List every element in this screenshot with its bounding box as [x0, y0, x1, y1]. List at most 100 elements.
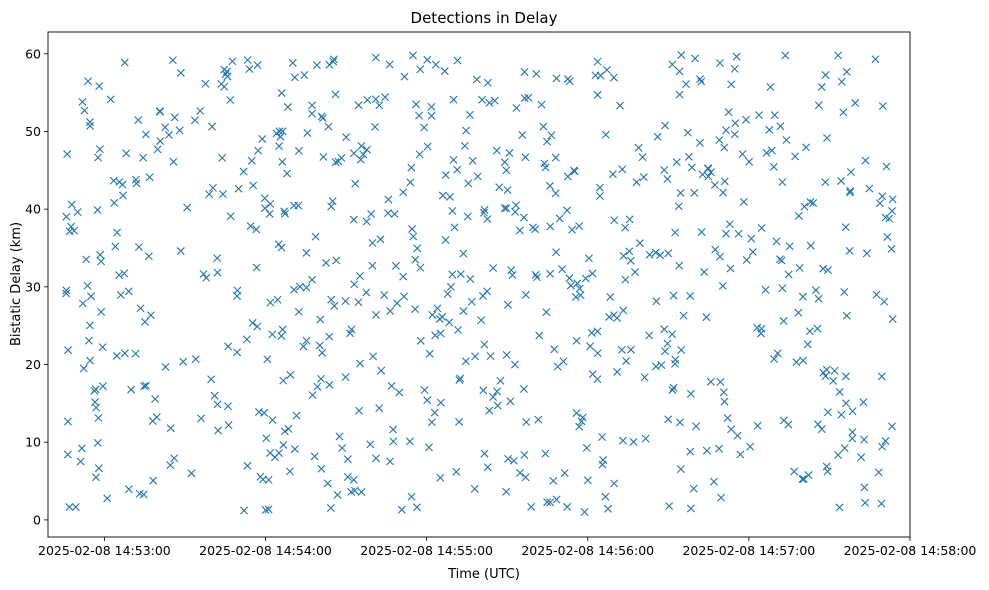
- detection-point: [191, 355, 200, 364]
- detection-point: [256, 472, 265, 481]
- detection-point: [668, 330, 677, 339]
- y-axis-label: Bistatic Delay (km): [9, 222, 24, 346]
- detection-point: [327, 202, 336, 211]
- detection-point: [706, 377, 715, 386]
- detection-point: [337, 153, 346, 162]
- detection-point: [671, 228, 680, 237]
- detection-point: [521, 153, 530, 162]
- detection-point: [118, 180, 127, 189]
- detection-point: [455, 375, 464, 384]
- detection-point: [692, 422, 701, 431]
- detection-point: [515, 226, 524, 235]
- detection-point: [547, 131, 556, 140]
- detection-point: [664, 415, 673, 424]
- detection-point: [745, 157, 754, 166]
- detection-point: [385, 60, 394, 69]
- detection-point: [496, 376, 505, 385]
- detection-point: [848, 428, 857, 437]
- detection-point: [690, 188, 699, 197]
- detection-point: [375, 101, 384, 110]
- detection-point: [116, 290, 125, 299]
- detection-point: [586, 342, 595, 351]
- detection-point: [387, 381, 396, 390]
- detection-point: [610, 216, 619, 225]
- detection-point: [423, 142, 432, 151]
- detection-point: [461, 357, 470, 366]
- detection-point: [486, 352, 495, 361]
- detection-point: [329, 57, 338, 66]
- detection-point: [96, 250, 105, 259]
- detection-point: [266, 298, 275, 307]
- detection-point: [62, 289, 71, 298]
- detection-point: [233, 286, 242, 295]
- detection-point: [639, 173, 648, 182]
- detection-point: [502, 487, 511, 496]
- detection-point: [245, 65, 254, 74]
- detection-point: [386, 457, 395, 466]
- detection-point: [454, 326, 463, 335]
- detection-point: [399, 272, 408, 281]
- detection-point: [289, 201, 298, 210]
- detection-point: [473, 172, 482, 181]
- detection-point: [632, 178, 641, 187]
- detection-point: [629, 437, 638, 446]
- detection-point: [559, 357, 568, 366]
- detection-point: [715, 136, 724, 145]
- detection-point: [862, 249, 871, 258]
- detection-point: [719, 388, 728, 397]
- detection-point: [399, 188, 408, 197]
- detection-point: [718, 281, 727, 290]
- detection-point: [124, 287, 133, 296]
- x-tick-label: 2025-02-08 14:58:00: [844, 543, 977, 558]
- detection-point: [565, 77, 574, 86]
- detection-point: [775, 255, 784, 264]
- detection-point: [295, 282, 304, 291]
- plot-frame: [47, 31, 911, 538]
- detection-point: [781, 51, 790, 60]
- detection-point: [859, 398, 868, 407]
- detection-point: [520, 94, 529, 103]
- detection-point: [842, 311, 851, 320]
- detection-point: [616, 101, 625, 110]
- detection-point: [803, 340, 812, 349]
- detection-point: [109, 176, 118, 185]
- detection-point: [730, 64, 739, 73]
- detection-point: [84, 336, 93, 345]
- detection-point: [441, 236, 450, 245]
- detection-point: [779, 416, 788, 425]
- detection-point: [483, 463, 492, 472]
- detection-point: [626, 256, 635, 265]
- detection-point: [252, 225, 261, 234]
- detection-point: [661, 121, 670, 130]
- detection-point: [835, 503, 844, 512]
- detection-point: [587, 328, 596, 337]
- detection-point: [800, 202, 809, 211]
- detection-point: [65, 503, 74, 512]
- detection-point: [845, 188, 854, 197]
- x-axis: 2025-02-08 14:53:00 2025-02-08 14:54:00 20…: [38, 537, 976, 558]
- detection-point: [370, 122, 379, 131]
- detection-point: [576, 291, 585, 300]
- detection-point: [532, 69, 541, 78]
- detection-point: [677, 346, 686, 354]
- detection-point: [511, 207, 520, 216]
- detection-point: [809, 199, 818, 208]
- detection-point: [468, 156, 477, 165]
- detection-point: [725, 220, 734, 229]
- detection-point: [534, 415, 543, 424]
- detection-point: [630, 268, 639, 277]
- detection-point: [733, 431, 742, 440]
- detection-point: [610, 479, 619, 488]
- detection-point: [888, 195, 897, 204]
- detection-point: [502, 351, 511, 359]
- detection-point: [483, 215, 492, 224]
- detection-point: [264, 475, 273, 484]
- detection-point: [151, 395, 160, 403]
- detection-point: [551, 153, 560, 162]
- detection-point: [874, 468, 883, 477]
- detection-point: [431, 331, 440, 340]
- detection-point: [142, 381, 151, 390]
- detection-point: [478, 95, 487, 104]
- detection-point: [495, 183, 504, 192]
